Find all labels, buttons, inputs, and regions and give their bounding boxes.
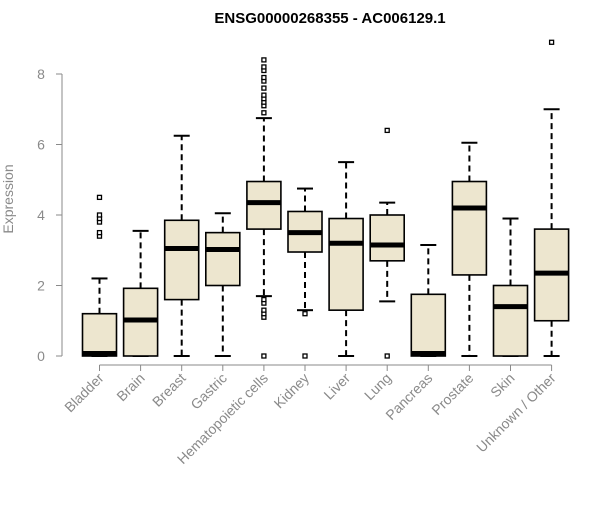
- y-axis-label: Expression: [0, 164, 16, 233]
- outlier-point: [96, 212, 103, 218]
- outlier-point: [384, 127, 390, 134]
- outlier-point: [302, 353, 308, 359]
- outlier-point: [261, 92, 267, 98]
- y-tick-label: 8: [37, 66, 45, 82]
- box-prostate: [451, 141, 488, 357]
- outlier-point: [96, 194, 103, 201]
- x-category-label: Prostate: [428, 370, 476, 418]
- x-category-label: Breast: [149, 370, 189, 410]
- box-pancreas: [410, 243, 447, 357]
- x-category-label: Kidney: [271, 370, 313, 412]
- outlier-point: [302, 311, 308, 317]
- box-liver: [328, 161, 364, 357]
- box-gastric: [205, 212, 241, 357]
- y-tick-label: 4: [37, 207, 45, 223]
- chart-title: ENSG00000268355 - AC006129.1: [214, 10, 445, 27]
- box-iqr: [246, 180, 282, 230]
- box-kidney: [287, 187, 323, 359]
- outlier-point: [261, 307, 267, 313]
- box-iqr: [451, 180, 488, 276]
- box-iqr: [205, 231, 241, 287]
- box-iqr: [410, 293, 447, 357]
- y-tick-label: 0: [37, 348, 45, 364]
- y-tick-label: 2: [37, 278, 45, 294]
- box-iqr: [492, 284, 529, 357]
- boxes: [81, 39, 570, 359]
- outlier-point: [261, 64, 267, 70]
- box-iqr: [328, 217, 364, 311]
- outlier-point: [548, 39, 555, 45]
- outlier-point: [96, 229, 103, 236]
- x-category-label: Bladder: [61, 370, 107, 416]
- box-iqr: [369, 214, 406, 262]
- box-iqr: [163, 219, 200, 301]
- outlier-point: [261, 296, 267, 303]
- box-unknown-other: [533, 39, 570, 357]
- box-bladder: [81, 194, 118, 357]
- x-category-label: Lung: [361, 370, 394, 403]
- box-skin: [492, 217, 529, 357]
- outlier-point: [261, 74, 267, 81]
- box-hematopoietic-cells: [246, 57, 282, 359]
- y-tick-label: 6: [37, 137, 45, 153]
- outlier-point: [261, 57, 267, 63]
- x-category-label: Skin: [487, 370, 518, 401]
- outlier-point: [261, 110, 267, 116]
- box-brain: [122, 229, 159, 357]
- x-category-label: Liver: [320, 370, 353, 403]
- outlier-point: [384, 353, 390, 359]
- x-category-label: Brain: [113, 370, 147, 404]
- box-iqr: [81, 312, 118, 357]
- box-breast: [163, 134, 200, 357]
- outlier-point: [261, 353, 267, 359]
- outlier-point: [261, 85, 267, 91]
- box-lung: [369, 127, 406, 359]
